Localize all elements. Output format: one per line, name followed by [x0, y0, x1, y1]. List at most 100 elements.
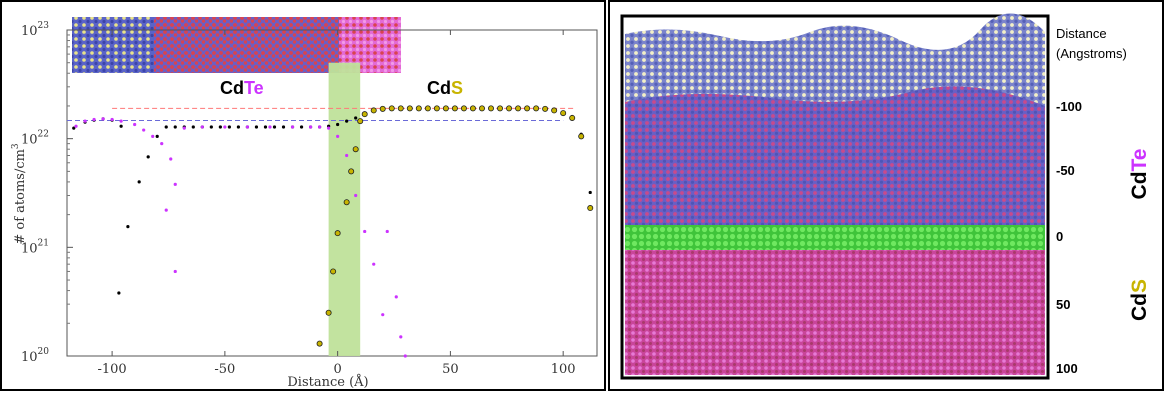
- data-point: [506, 105, 513, 112]
- y-axis-label: # of atoms/cm3: [11, 143, 28, 245]
- data-point: [451, 105, 458, 112]
- data-point: [578, 133, 585, 140]
- distance-tick-minus50: -50: [1056, 163, 1075, 178]
- data-point: [223, 125, 227, 129]
- data-point: [415, 105, 422, 112]
- data-point: [497, 105, 504, 112]
- data-point: [117, 291, 121, 295]
- cdte-region: [625, 86, 1045, 225]
- cds-snapshot-label: CdS: [1128, 279, 1151, 321]
- x-tick-label: 100: [551, 362, 576, 377]
- data-point: [236, 125, 241, 129]
- y-axis-ticks: 1020 1021 1022 1023: [21, 21, 73, 365]
- data-point: [164, 208, 168, 212]
- simulation-snapshot: [620, 13, 1050, 380]
- data-point: [385, 229, 389, 234]
- data-point: [272, 125, 277, 129]
- data-point: [74, 124, 78, 128]
- data-point: [394, 295, 398, 299]
- y-tick-label: 1023: [21, 21, 49, 39]
- data-point: [281, 125, 286, 129]
- atomistic-structure-inset: [72, 17, 401, 73]
- data-point: [345, 153, 349, 158]
- concentration-plot: -100 -50 0 50 100 1020 1021 1022 1023 Distance …: [11, 17, 598, 390]
- x-tick-label: 0: [333, 362, 341, 377]
- data-point: [560, 110, 567, 117]
- x-axis-ticks: -100 -50 0 50 100: [97, 30, 576, 377]
- data-point: [164, 125, 168, 129]
- data-point: [83, 119, 87, 123]
- data-point: [330, 268, 337, 275]
- data-point: [403, 354, 407, 358]
- data-point: [137, 180, 141, 184]
- data-point: [542, 105, 549, 112]
- data-point: [268, 125, 272, 129]
- data-point: [126, 225, 130, 229]
- distance-header: Distance: [1056, 26, 1107, 41]
- distance-tick-minus100: -100: [1056, 99, 1083, 114]
- distance-tick-0: 0: [1056, 229, 1064, 244]
- data-point: [209, 125, 213, 129]
- data-point: [133, 122, 137, 127]
- data-point: [169, 157, 173, 161]
- data-point: [381, 313, 385, 317]
- data-point: [399, 335, 403, 339]
- x-tick-label: -50: [214, 362, 235, 377]
- data-point: [336, 134, 340, 138]
- x-axis-label: Distance (Å): [287, 374, 368, 389]
- interface-region: [625, 225, 1045, 250]
- data-point: [354, 193, 358, 198]
- data-point: [182, 126, 186, 130]
- y-tick-label: 1020: [21, 347, 49, 365]
- data-point: [101, 117, 105, 121]
- data-point: [469, 105, 476, 112]
- data-point: [460, 105, 467, 112]
- data-point: [173, 125, 177, 129]
- data-point: [146, 155, 150, 159]
- distance-tick-100: 100: [1056, 361, 1078, 376]
- data-point: [379, 105, 386, 112]
- data-point: [119, 119, 123, 123]
- left-panel: -100 -50 0 50 100 1020 1021 1022 1023 Distance …: [0, 0, 606, 391]
- distance-unit: (Angstroms): [1056, 46, 1127, 61]
- data-point: [290, 125, 295, 129]
- data-point: [160, 142, 164, 146]
- data-point: [363, 229, 367, 234]
- data-point: [515, 105, 522, 112]
- data-point: [173, 269, 177, 274]
- data-point: [354, 116, 358, 120]
- x-tick-label: -100: [97, 362, 126, 377]
- data-point: [173, 182, 177, 186]
- data-point: [345, 119, 349, 123]
- data-point: [308, 125, 313, 129]
- data-point: [119, 124, 123, 128]
- right-panel: Distance (Angstroms) -100 -50 0 50 100 C…: [608, 0, 1164, 391]
- data-point: [151, 134, 155, 138]
- data-point: [263, 125, 268, 129]
- data-point: [245, 125, 250, 129]
- data-point: [348, 168, 355, 175]
- data-point: [200, 125, 204, 129]
- data-point: [442, 105, 449, 112]
- cdte-snapshot-label: CdTe: [1128, 149, 1151, 200]
- data-point: [254, 125, 259, 129]
- data-points: [72, 105, 594, 358]
- data-point: [587, 205, 594, 212]
- y-tick-label: 1022: [21, 130, 49, 148]
- data-point: [92, 117, 96, 122]
- data-point: [352, 146, 359, 153]
- data-point: [487, 105, 494, 112]
- data-point: [433, 105, 440, 112]
- data-point: [110, 117, 114, 122]
- data-point: [316, 340, 323, 347]
- data-point: [397, 105, 404, 112]
- data-point: [357, 118, 364, 125]
- data-point: [551, 107, 558, 114]
- data-point: [327, 126, 331, 130]
- data-point: [299, 125, 304, 129]
- data-point: [533, 105, 540, 112]
- data-point: [361, 111, 368, 118]
- cds-plot-label: CdS: [427, 78, 463, 98]
- data-point: [218, 125, 222, 129]
- data-point: [372, 262, 376, 266]
